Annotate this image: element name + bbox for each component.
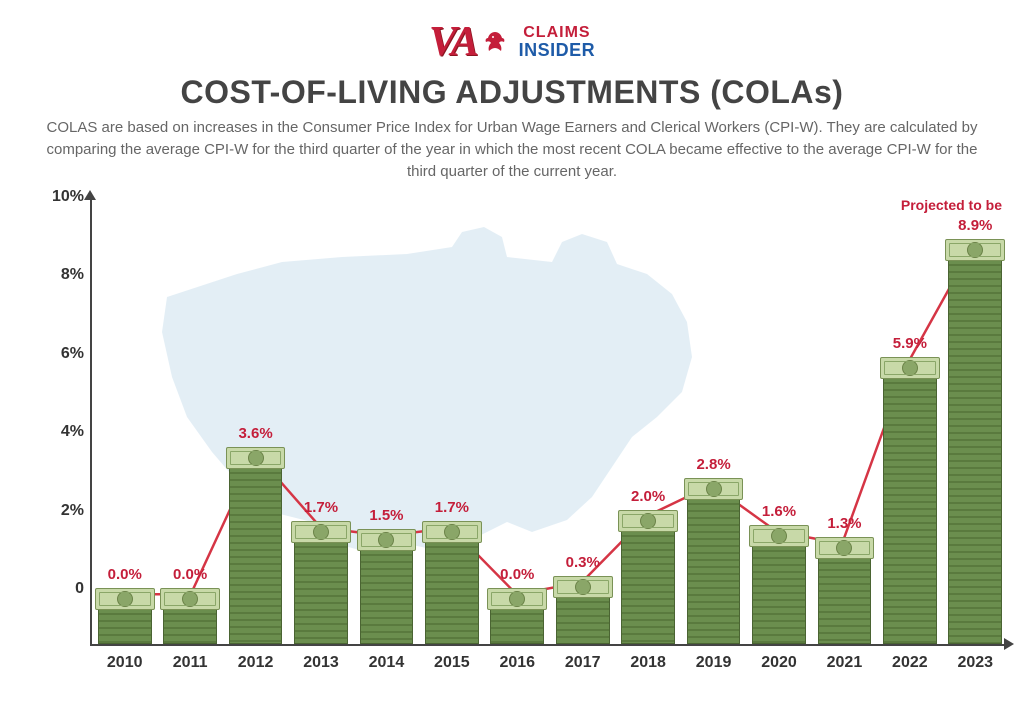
page-subtitle: COLAS are based on increases in the Cons… [0,117,1024,182]
x-tick-label: 2010 [107,654,143,672]
value-label: 1.7% [304,499,338,516]
bar-2016 [490,588,544,644]
bar-2010 [98,588,152,644]
value-label: 2.8% [696,456,730,473]
value-label: 0.0% [108,566,142,583]
x-tick-label: 2016 [499,654,535,672]
logo-right-block: CLAIMS INSIDER [519,25,596,59]
bar-2012 [229,447,283,644]
bar-2018 [621,510,675,644]
value-label: 2.0% [631,488,665,505]
cola-chart: 2010 0.0% 2011 0.0% 2012 3.6% 2013 1.7% 2014 1.5%… [36,198,1006,678]
bar-2023 [948,239,1002,644]
logo: VA CLAIMS INSIDER [0,0,1024,66]
bar-2011 [163,588,217,644]
projected-label: Projected to be [901,197,1002,213]
value-label: 3.6% [238,425,272,442]
plot-area: 20100.0%20110.0%20123.6%20131.7%20141.5%… [90,198,1006,646]
y-tick-label: 6% [36,345,84,363]
eagle-icon [482,29,508,55]
value-label: 1.5% [369,507,403,524]
x-tick-label: 2011 [173,654,208,672]
x-tick-label: 2018 [630,654,666,672]
page-title: COST-OF-LIVING ADJUSTMENTS (COLAs) [0,74,1024,111]
x-tick-label: 2012 [238,654,274,672]
bar-2014 [360,529,414,644]
bar-2022 [883,357,937,644]
x-tick-label: 2019 [696,654,732,672]
x-tick-label: 2022 [892,654,928,672]
value-label: 0.0% [500,566,534,583]
x-tick-label: 2014 [369,654,405,672]
value-label: 1.7% [435,499,469,516]
x-tick-label: 2015 [434,654,470,672]
logo-va-text: VA [429,18,476,66]
x-axis-arrow-icon [1004,638,1014,650]
bar-2019 [687,478,741,644]
value-label: 0.3% [566,554,600,571]
y-tick-label: 2% [36,502,84,520]
y-tick-label: 0 [36,580,84,598]
x-tick-label: 2020 [761,654,797,672]
x-tick-label: 2013 [303,654,339,672]
y-tick-label: 4% [36,423,84,441]
bar-2017 [556,576,610,644]
value-label: 1.3% [827,515,861,532]
bar-2013 [294,521,348,644]
bar-2020 [752,525,806,644]
value-label: 1.6% [762,503,796,520]
y-tick-label: 10% [36,188,84,206]
value-label: 8.9% [958,217,992,234]
y-tick-label: 8% [36,266,84,284]
x-tick-label: 2017 [565,654,601,672]
bar-2021 [818,537,872,644]
bar-2015 [425,521,479,644]
value-label: 0.0% [173,566,207,583]
value-label: 5.9% [893,335,927,352]
logo-insider-text: INSIDER [519,41,596,59]
x-tick-label: 2021 [827,654,863,672]
x-tick-label: 2023 [957,654,993,672]
logo-claims-text: CLAIMS [519,25,596,41]
